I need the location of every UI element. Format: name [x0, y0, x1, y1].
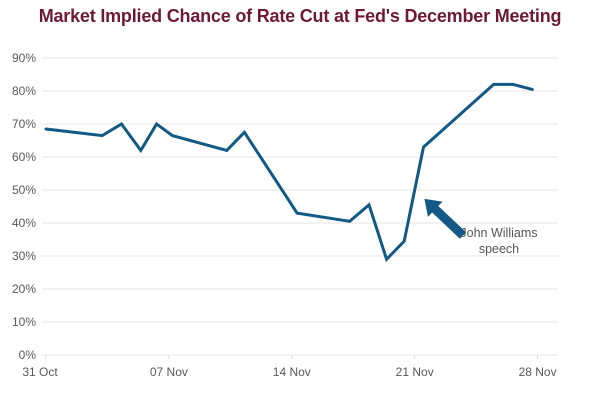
- x-axis-tick-label: 07 Nov: [150, 365, 188, 379]
- chart-title: Market Implied Chance of Rate Cut at Fed…: [38, 6, 562, 26]
- y-axis-tick-label: 90%: [12, 51, 36, 65]
- x-axis-tick-label: 14 Nov: [273, 365, 311, 379]
- annotation-label: John Williams: [460, 226, 537, 240]
- y-axis-tick-label: 30%: [12, 249, 36, 263]
- y-axis-tick-label: 0%: [19, 348, 37, 362]
- x-axis-tick-label: 28 Nov: [519, 365, 557, 379]
- y-axis-tick-label: 80%: [12, 84, 36, 98]
- x-axis-tick-label: 21 Nov: [396, 365, 434, 379]
- x-axis-tick-label: 31 Oct: [22, 365, 58, 379]
- y-axis-tick-label: 40%: [12, 216, 36, 230]
- annotation-label: speech: [479, 242, 519, 256]
- y-axis-tick-label: 10%: [12, 315, 36, 329]
- y-axis-tick-label: 50%: [12, 183, 36, 197]
- y-axis-tick-label: 70%: [12, 117, 36, 131]
- y-axis-tick-label: 60%: [12, 150, 36, 164]
- y-axis-tick-label: 20%: [12, 282, 36, 296]
- annotation-arrow-icon: [424, 198, 467, 239]
- probability-line-series: [44, 82, 534, 263]
